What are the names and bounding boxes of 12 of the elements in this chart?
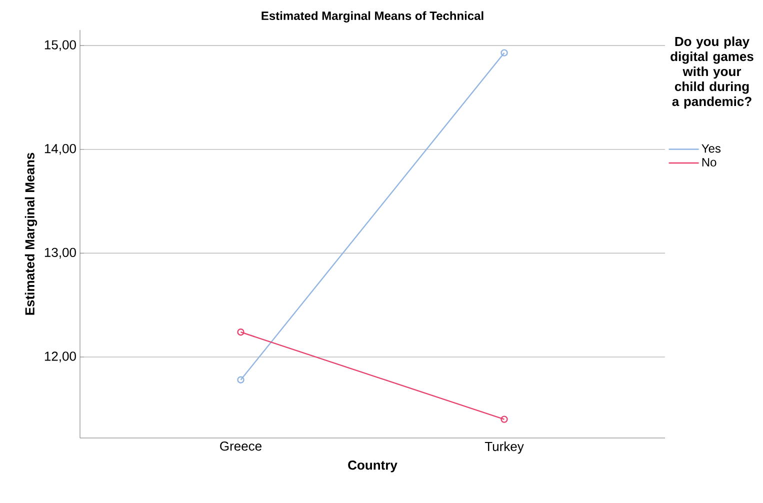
legend-title: Do you play digital games with your child during a pandemic? [670, 36, 754, 109]
x-tick-label: Greece [220, 442, 262, 451]
y-tick-label: 13,00 [44, 248, 76, 259]
y-tick-label: 15,00 [44, 40, 76, 51]
y-axis-title: Estimated Marginal Means [24, 152, 38, 315]
legend-label: Yes [702, 144, 721, 153]
y-tick-label: 12,00 [44, 352, 76, 362]
legend-label: No [702, 158, 716, 166]
x-tick-label: Turkey [484, 442, 524, 454]
x-axis-title: Country [348, 460, 398, 472]
chart-title: Estimated Marginal Means of Technical [262, 11, 484, 22]
y-tick-label: 14,00 [44, 144, 76, 155]
